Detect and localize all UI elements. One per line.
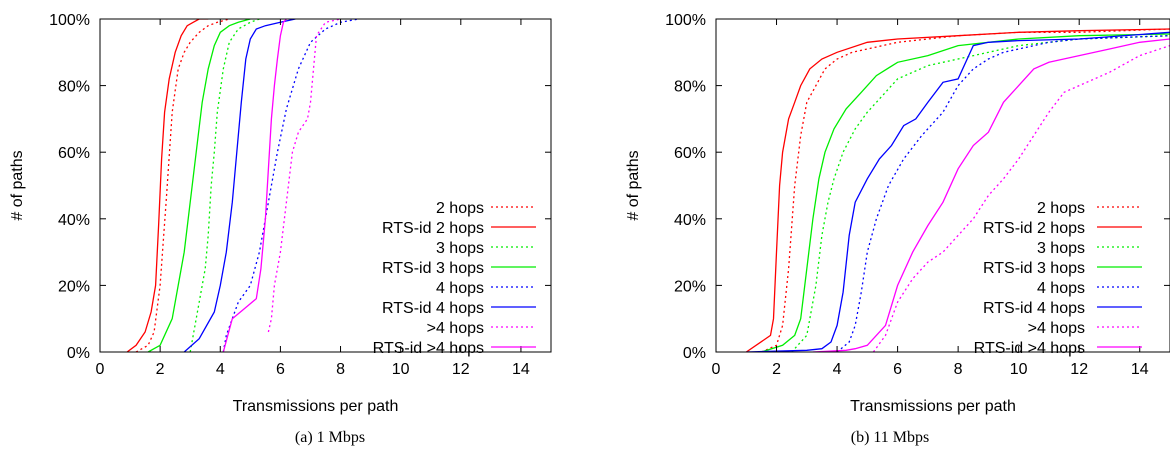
series-line-6 [267,19,341,333]
legend: 2 hops RTS-id 2 hops 3 hops RTS-id 3 hops 4 … [974,200,1142,357]
y-tick-label: 60% [674,145,706,162]
legend-label: RTS-id 2 hops [382,220,484,237]
series-line-1 [745,28,1170,352]
y-tick-label: 20% [674,278,706,295]
legend-label: >4 hops [427,320,484,337]
series-line-3 [147,19,251,352]
series-line-4 [836,35,1170,352]
legend-label: 4 hops [1037,280,1085,297]
series-line-0 [761,28,1170,352]
series-group [126,19,359,352]
y-axis-label: # of paths [9,150,26,220]
series-line-4 [222,19,359,352]
series-line-1 [126,19,209,352]
x-tick-label: 6 [276,361,285,378]
figure-caption: (b) 11 Mbps [851,429,930,446]
series-line-7 [812,38,1170,352]
series-line-7 [222,19,287,352]
figure-caption: (a) 1 Mbps [295,429,365,446]
legend: 2 hops RTS-id 2 hops 3 hops RTS-id 3 hops 4 … [373,200,536,357]
legend-label: RTS-id 3 hops [382,260,484,277]
x-tick-label: 0 [96,361,105,378]
series-line-5 [746,31,1170,352]
x-tick-label: 8 [336,361,345,378]
x-tick-label: 0 [712,361,721,378]
legend-label: 3 hops [1037,240,1085,257]
y-tick-label: 60% [58,145,90,162]
x-axis-label: Transmissions per path [233,398,399,415]
legend-label: RTS-id 2 hops [983,220,1085,237]
chart-panel-b: 0 2 4 6 8 10 12 14 0% 20% 40% 60% 80% 100% Transmissio… [625,12,1170,446]
y-tick-label: 0% [67,345,90,362]
y-tick-label: 100% [665,12,706,29]
legend-label: >4 hops [1028,320,1085,337]
x-tick-label: 14 [512,361,530,378]
y-tick-label: 40% [674,212,706,229]
x-tick-label: 10 [1010,361,1028,378]
y-tick-label: 80% [674,79,706,96]
x-tick-label: 8 [954,361,963,378]
plot-frame [99,18,552,353]
x-tick-label: 14 [1131,361,1149,378]
series-line-5 [183,19,296,352]
x-tick-label: 10 [392,361,410,378]
legend-label: RTS-id >4 hops [974,340,1085,357]
legend-label: 4 hops [436,280,484,297]
legend-label: RTS-id 3 hops [983,260,1085,277]
x-tick-label: 6 [893,361,902,378]
y-tick-label: 20% [58,278,90,295]
x-tick-label: 12 [1070,361,1088,378]
legend-label: 2 hops [1037,200,1085,217]
y-tick-label: 40% [58,212,90,229]
x-axis-label: Transmissions per path [850,398,1016,415]
x-tick-label: 4 [216,361,225,378]
y-tick-label: 100% [49,12,90,29]
legend-label: RTS-id 4 hops [983,300,1085,317]
series-line-2 [189,19,260,352]
x-tick-label: 4 [833,361,842,378]
plot-frame [715,18,1170,353]
series-line-3 [761,33,1170,352]
legend-label: 3 hops [436,240,484,257]
series-line-0 [135,19,230,352]
x-tick-label: 12 [452,361,470,378]
y-axis-label: # of paths [625,150,642,220]
x-tick-label: 2 [156,361,165,378]
y-tick-label: 80% [58,79,90,96]
x-tick-label: 2 [772,361,781,378]
series-group [745,28,1170,352]
legend-label: 2 hops [436,200,484,217]
series-line-2 [791,35,1170,352]
legend-label: RTS-id 4 hops [382,300,484,317]
y-tick-label: 0% [683,345,706,362]
chart-panel-a: 0 2 4 6 8 10 12 14 0% 20% 40% 60% 80% 100% Transmissio… [9,12,552,446]
legend-label: RTS-id >4 hops [373,340,484,357]
